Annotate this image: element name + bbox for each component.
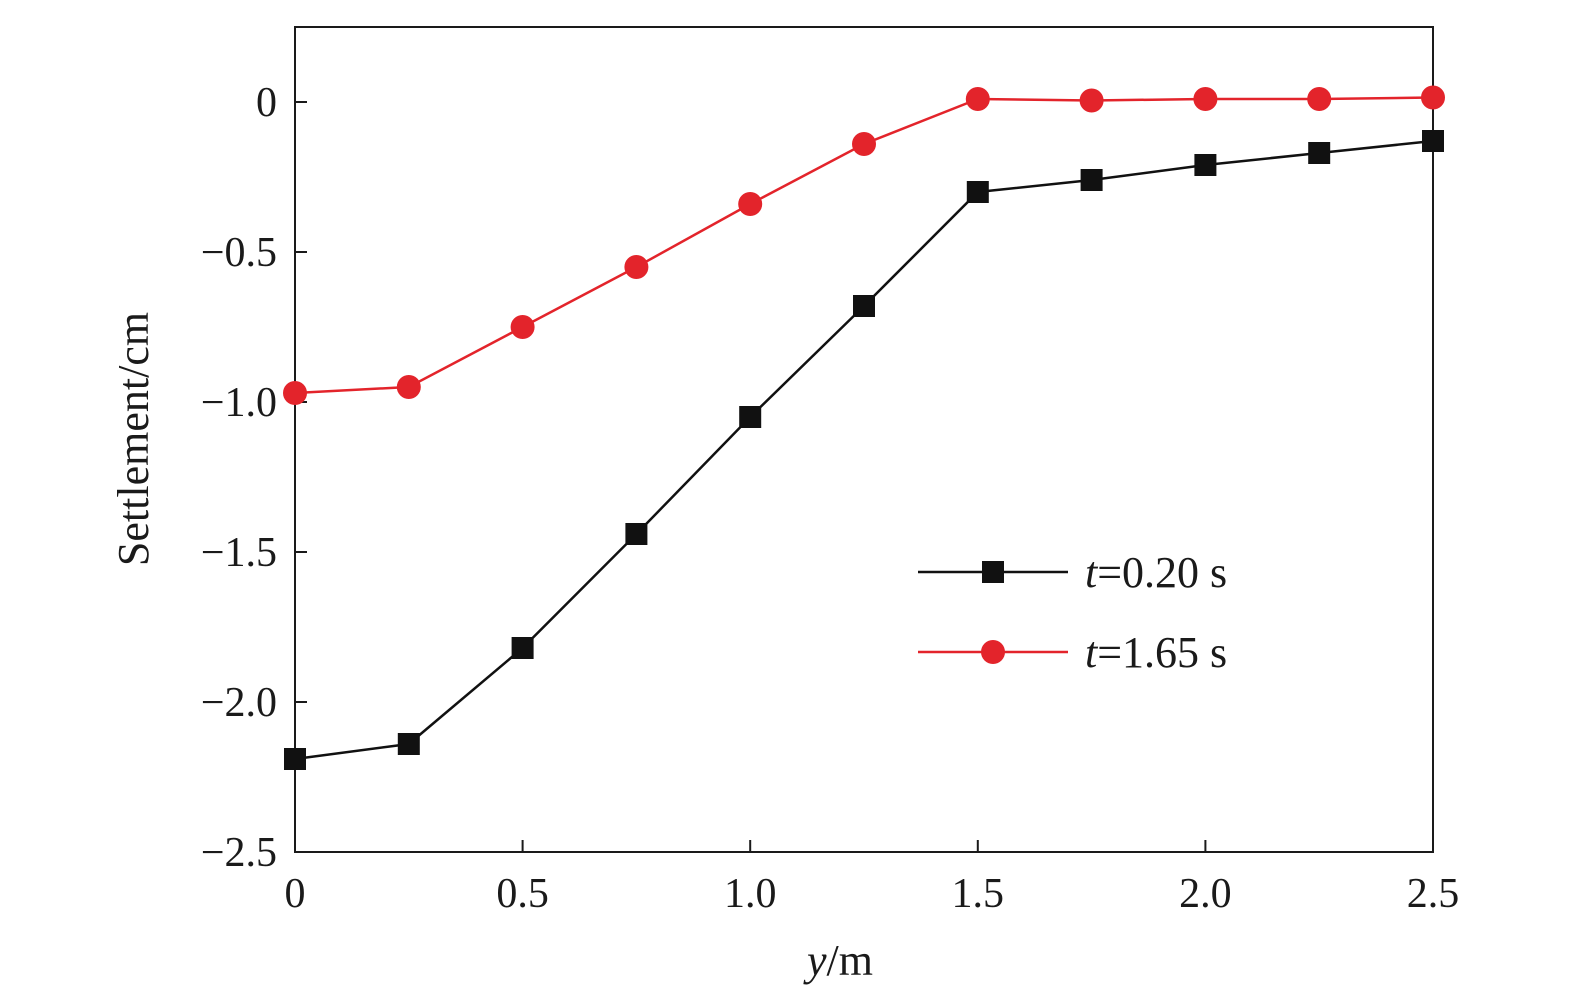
data-point-marker	[284, 748, 306, 770]
legend-value: =1.65 s	[1097, 628, 1227, 677]
y-axis-title: Settlement/cm	[109, 312, 158, 566]
data-point-marker	[625, 523, 648, 545]
data-point-marker	[1421, 85, 1445, 110]
data-point-marker	[966, 181, 989, 203]
legend-value: =0.20 s	[1097, 548, 1227, 597]
legend-entry: t=1.65 s	[918, 628, 1227, 677]
x-axis-title: y/m	[803, 936, 873, 985]
data-point-marker	[511, 637, 534, 659]
data-point-marker	[738, 192, 763, 216]
legend-label: t=1.65 s	[1085, 628, 1227, 677]
data-point-marker	[283, 381, 307, 405]
data-point-marker	[1193, 87, 1218, 111]
data-point-marker	[397, 733, 420, 755]
data-point-marker	[1308, 142, 1331, 164]
data-point-marker	[1194, 154, 1217, 176]
y-axis-ticks: 0 −0.5 −1.0 −1.5 −2.0 −2.5	[201, 80, 307, 876]
plot-area	[294, 26, 1434, 853]
series-1	[284, 130, 1444, 770]
x-axis-variable: y	[803, 936, 827, 985]
y-tick-label: −1.5	[201, 530, 277, 576]
x-tick-label: 1.0	[724, 871, 777, 917]
data-point-marker	[1079, 88, 1104, 113]
data-point-marker	[739, 406, 762, 428]
y-tick-label: −2.5	[201, 830, 277, 876]
x-tick-label: 2.0	[1179, 871, 1232, 917]
data-point-marker	[1422, 130, 1444, 152]
x-tick-label: 0.5	[496, 871, 549, 917]
legend-marker	[981, 640, 1005, 664]
legend-variable: t	[1085, 548, 1099, 597]
legend-label: t=0.20 s	[1085, 548, 1227, 597]
data-point-marker	[853, 295, 875, 317]
x-axis-ticks: 0 0.5 1.0 1.5 2.0 2.5	[285, 840, 1460, 917]
x-tick-label: 0	[285, 871, 306, 917]
legend-variable: t	[1085, 628, 1099, 677]
data-point-marker	[1080, 169, 1103, 191]
data-point-marker	[852, 132, 876, 156]
x-axis-unit: /m	[827, 936, 873, 985]
y-tick-label: −1.0	[201, 380, 277, 426]
legend: t=0.20 st=1.65 s	[918, 548, 1227, 677]
y-tick-label: −0.5	[201, 230, 277, 276]
y-tick-label: 0	[256, 80, 277, 126]
x-tick-label: 1.5	[952, 871, 1005, 917]
data-point-marker	[396, 375, 421, 399]
x-tick-label: 2.5	[1407, 871, 1460, 917]
y-tick-label: −2.0	[201, 680, 277, 726]
data-point-marker	[510, 315, 535, 339]
series-layer	[283, 85, 1445, 770]
series-line	[294, 139, 1434, 761]
legend-entry: t=0.20 s	[918, 548, 1227, 597]
series-2	[283, 85, 1445, 405]
data-point-marker	[965, 87, 990, 111]
legend-marker	[982, 561, 1004, 583]
data-point-marker	[624, 255, 649, 279]
data-point-marker	[1307, 87, 1332, 111]
